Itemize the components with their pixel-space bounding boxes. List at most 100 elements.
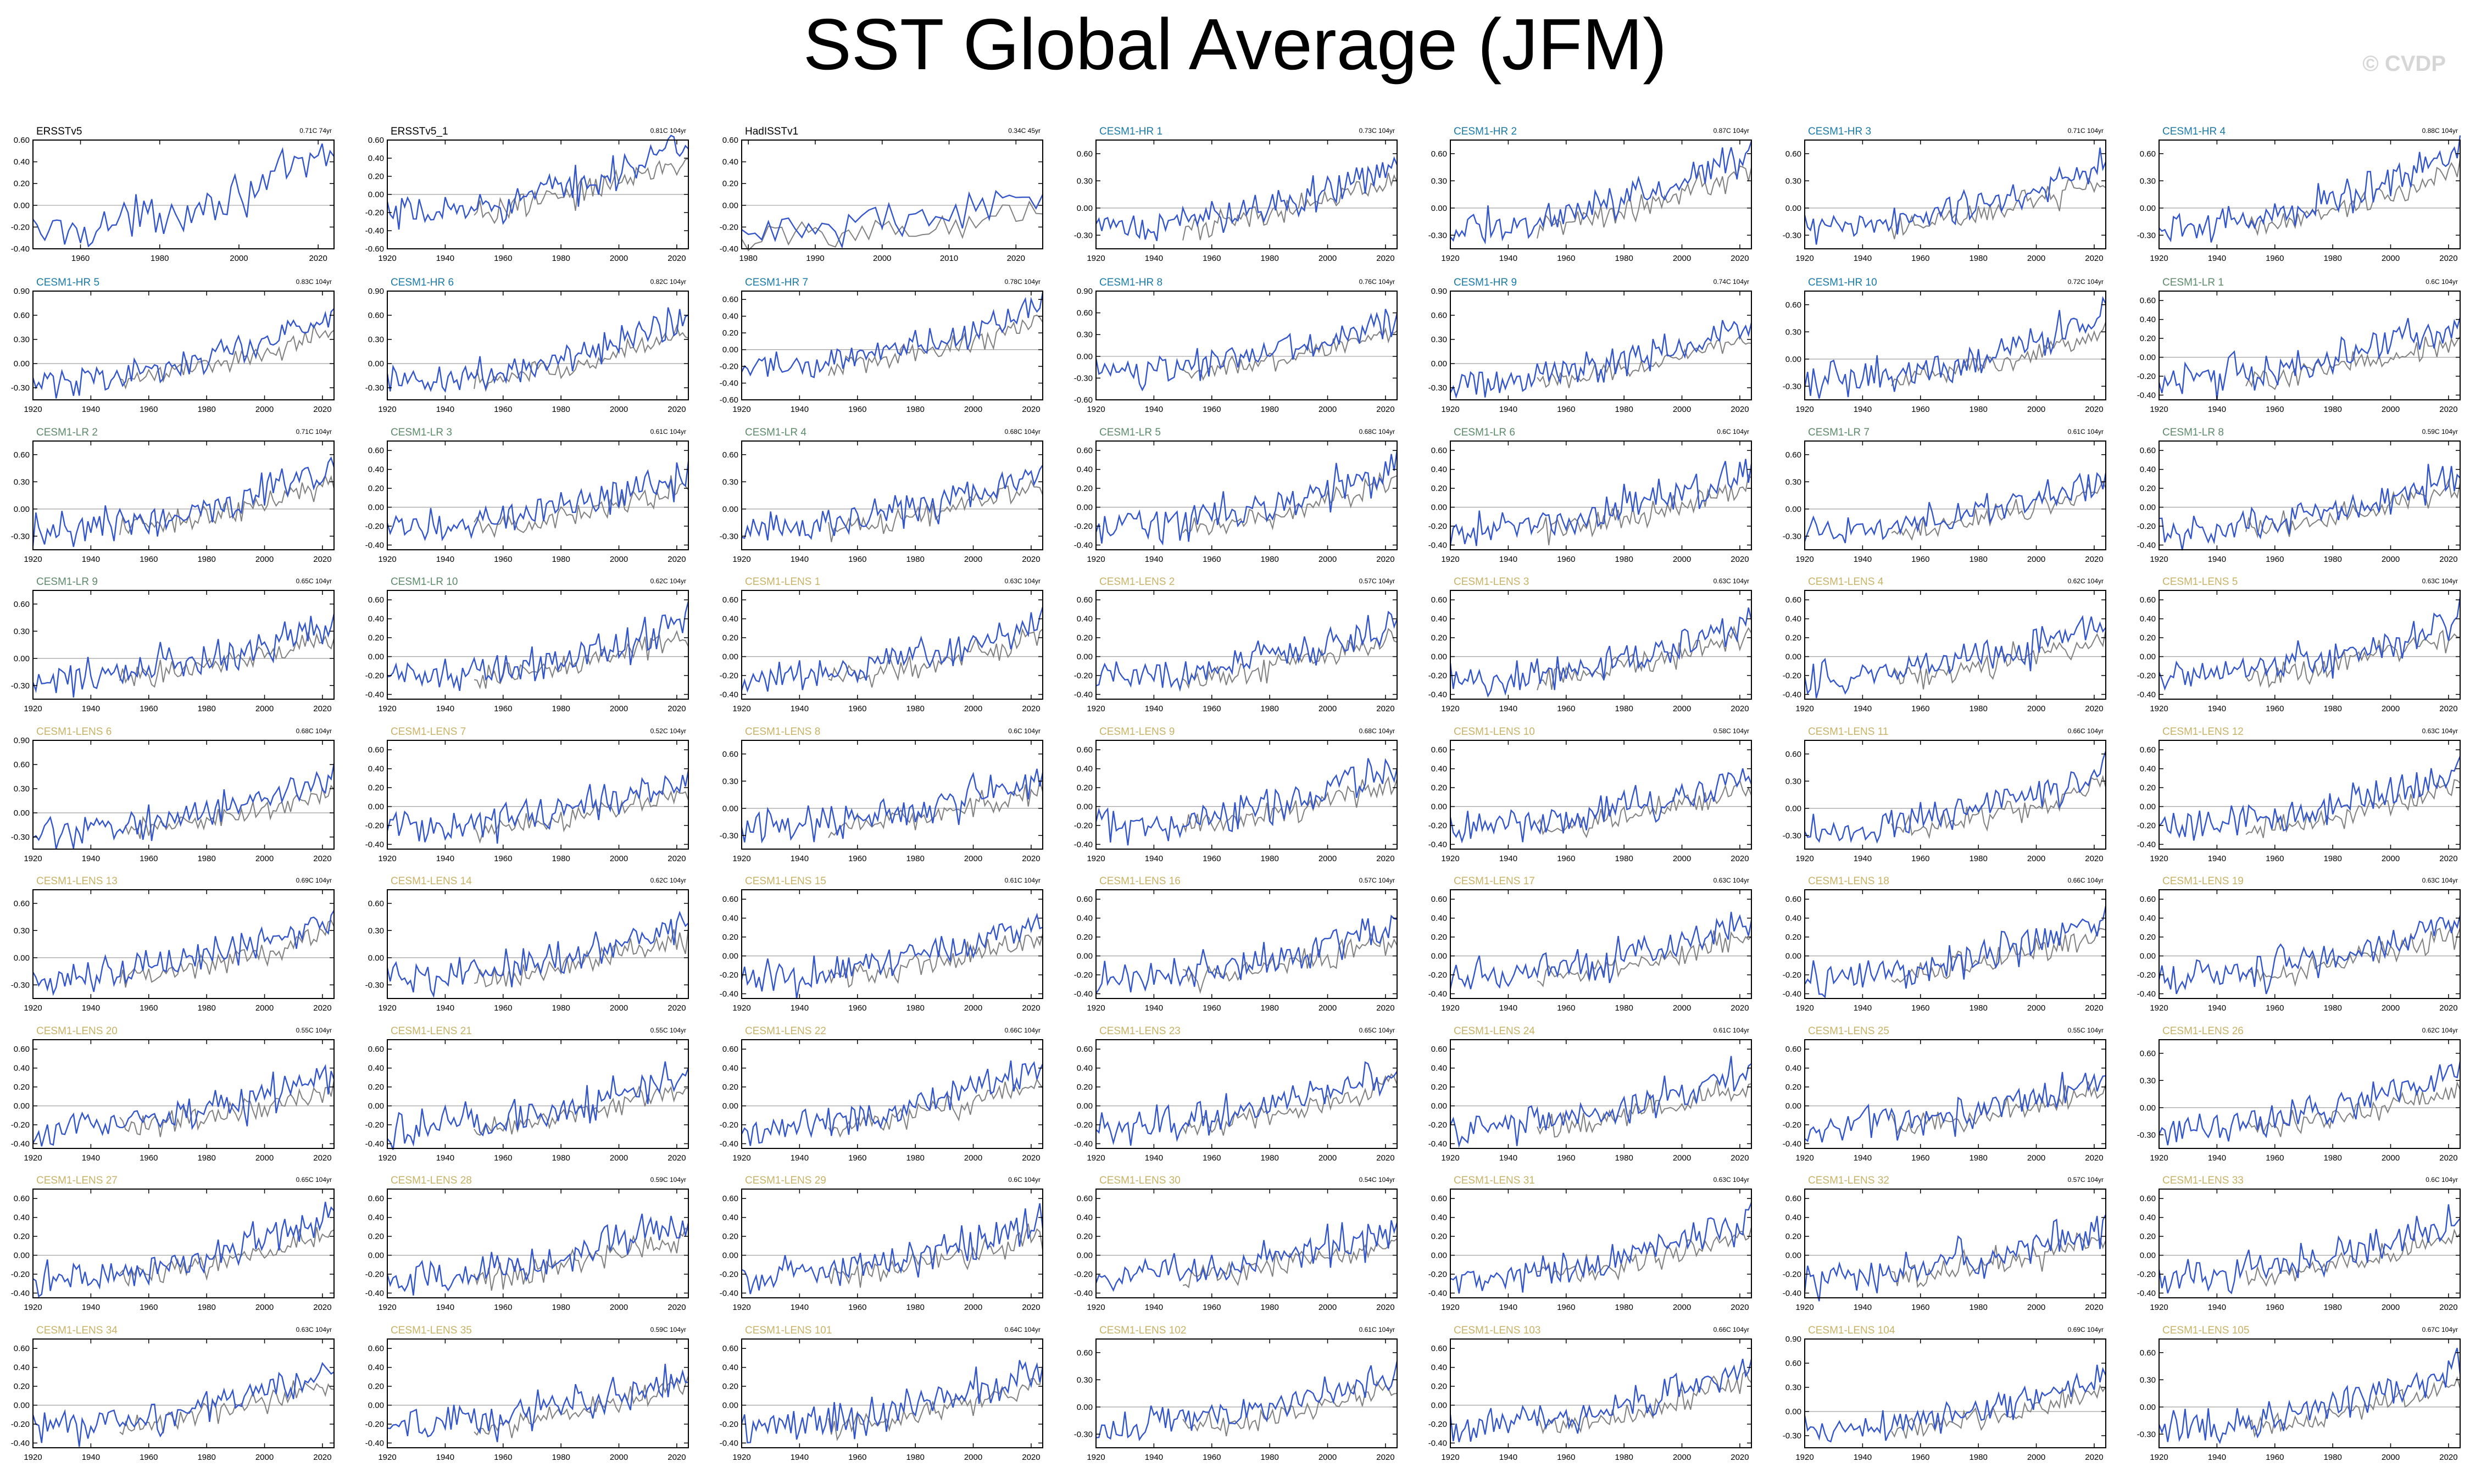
observed-series-line (474, 324, 689, 392)
y-tick-label: -0.20 (1074, 821, 1093, 830)
panel-title: CESM1-LENS 32 (1808, 1175, 1889, 1186)
x-tick-label: 1960 (1911, 555, 1929, 564)
chart-panel: CESM1-LENS 1 0.63C 104yr 0.60 0.40 0.20 0.00 -… (720, 576, 1044, 713)
x-tick-label: 1960 (2266, 254, 2284, 263)
y-tick-label: -0.60 (365, 244, 384, 254)
x-tick-label: 1960 (848, 1003, 866, 1013)
y-tick-label: -0.20 (1783, 671, 1801, 680)
x-tick-label: 1980 (1615, 1153, 1633, 1163)
x-tick-label: 1960 (848, 854, 866, 863)
x-tick-label: 1940 (1145, 405, 1163, 414)
x-tick-label: 1980 (1615, 555, 1633, 564)
observed-series-line (119, 1080, 335, 1137)
y-tick-label: 0.00 (14, 654, 30, 663)
x-tick-label: 1940 (82, 704, 100, 713)
panel-plot: 0.90 0.60 0.30 0.00 -0.30 1920 1940 1960 1980 200… (11, 736, 335, 863)
plot-frame (1804, 590, 2106, 700)
plot-frame (387, 889, 689, 999)
plot-frame (2159, 1039, 2461, 1149)
plot-frame (2159, 1189, 2461, 1298)
x-tick-label: 1960 (2266, 1003, 2284, 1013)
y-tick-label: 0.00 (2140, 652, 2156, 662)
model-series-line (2159, 756, 2461, 841)
x-tick-label: 1920 (24, 555, 42, 564)
panel-title: CESM1-LENS 29 (745, 1175, 826, 1186)
x-tick-label: 2020 (313, 1153, 331, 1163)
y-tick-label: -0.20 (2137, 970, 2156, 980)
panel-trend-label: 0.63C 104yr (1004, 577, 1041, 585)
x-tick-label: 1920 (732, 555, 750, 564)
panel-trend-label: 0.55C 104yr (296, 1026, 332, 1034)
chart-panel: ERSSTv5 0.71C 74yr 0.60 0.40 0.20 0.00 -0.20 -0… (11, 126, 335, 263)
panel-trend-label: 0.81C 104yr (650, 127, 686, 135)
x-tick-label: 2000 (255, 1303, 274, 1312)
y-tick-label: -0.20 (365, 1120, 384, 1130)
y-tick-label: -0.20 (11, 1270, 30, 1279)
observed-series-line (1537, 165, 1752, 239)
y-tick-label: -0.40 (2137, 1288, 2156, 1298)
x-tick-label: 2020 (2439, 1453, 2457, 1462)
x-tick-label: 1920 (1087, 405, 1105, 414)
x-tick-label: 1920 (1795, 254, 1813, 263)
x-tick-label: 1940 (1145, 1003, 1163, 1013)
y-tick-label: 0.40 (1077, 1064, 1093, 1073)
y-tick-label: 0.20 (1431, 1083, 1447, 1092)
y-tick-label: 0.00 (368, 1102, 384, 1111)
observed-series-line (1891, 177, 2106, 239)
x-tick-label: 1940 (82, 1453, 100, 1462)
y-tick-label: -0.20 (1783, 970, 1801, 980)
x-tick-label: 2020 (1376, 555, 1394, 564)
model-series-line (2158, 596, 2461, 691)
y-tick-label: -0.20 (365, 671, 384, 680)
x-tick-label: 1960 (1203, 1003, 1221, 1013)
model-series-line (1449, 320, 1753, 399)
plot-frame (32, 1189, 335, 1298)
y-tick-label: 0.30 (722, 777, 738, 786)
panel-plot: 0.60 0.30 0.00 -0.30 1920 1940 1960 1980 2000 202… (2137, 1039, 2461, 1163)
y-tick-label: 0.60 (1431, 149, 1447, 159)
chart-panel: CESM1-LENS 2 0.57C 104yr 0.60 0.40 0.20 0.00 -… (1074, 576, 1398, 713)
y-tick-label: -0.40 (2137, 540, 2156, 550)
y-tick-label: 0.00 (1077, 1102, 1093, 1111)
x-tick-label: 1980 (906, 1003, 924, 1013)
x-tick-label: 2000 (610, 1303, 628, 1312)
observed-series-line (119, 919, 335, 988)
x-tick-label: 1940 (791, 1003, 809, 1013)
plot-frame (741, 440, 1043, 550)
y-tick-label: 0.20 (14, 1232, 30, 1241)
x-tick-label: 2000 (1319, 405, 1337, 414)
x-tick-label: 1940 (1854, 704, 1872, 713)
panel-plot: 0.60 0.40 0.20 0.00 -0.20 -0.40 1920 1940 1960 19… (1074, 1189, 1398, 1312)
y-tick-label: 0.00 (14, 359, 30, 369)
x-tick-label: 1920 (2150, 555, 2168, 564)
x-tick-label: 1980 (906, 555, 924, 564)
panel-title: CESM1-LR 3 (391, 427, 452, 438)
panel-title: ERSSTv5 (36, 126, 82, 137)
observed-series-line (2245, 158, 2461, 237)
panel-title: CESM1-LENS 33 (2162, 1175, 2244, 1186)
chart-panel: CESM1-LENS 22 0.66C 104yr 0.60 0.40 0.20 0.00… (720, 1025, 1044, 1163)
x-tick-label: 2000 (1319, 254, 1337, 263)
y-tick-label: 0.00 (1077, 802, 1093, 812)
x-tick-label: 1980 (2323, 1003, 2341, 1013)
y-tick-label: 0.30 (14, 477, 30, 487)
y-tick-label: 0.60 (2140, 1348, 2156, 1358)
y-tick-label: 0.20 (1077, 633, 1093, 643)
chart-panel: CESM1-LENS 19 0.63C 104yr 0.60 0.40 0.20 0.00… (2137, 875, 2461, 1013)
copyright-watermark: © CVDP (2362, 52, 2446, 76)
model-series-line (386, 911, 689, 998)
panel-title: CESM1-LR 2 (36, 427, 98, 438)
x-tick-label: 2020 (2439, 1303, 2457, 1312)
y-tick-label: 0.20 (14, 179, 30, 188)
y-tick-label: 0.20 (722, 179, 738, 188)
y-tick-label: -0.20 (11, 222, 30, 232)
model-series-line (1449, 607, 1753, 698)
x-tick-label: 2000 (873, 254, 891, 263)
plot-frame (1095, 889, 1398, 999)
panel-title: CESM1-LENS 7 (391, 726, 466, 738)
y-tick-label: 0.60 (2140, 1049, 2156, 1058)
panel-trend-label: 0.57C 104yr (1359, 577, 1395, 585)
y-tick-label: 0.00 (368, 503, 384, 512)
x-tick-label: 2020 (1376, 1303, 1394, 1312)
x-tick-label: 1920 (1441, 1003, 1459, 1013)
